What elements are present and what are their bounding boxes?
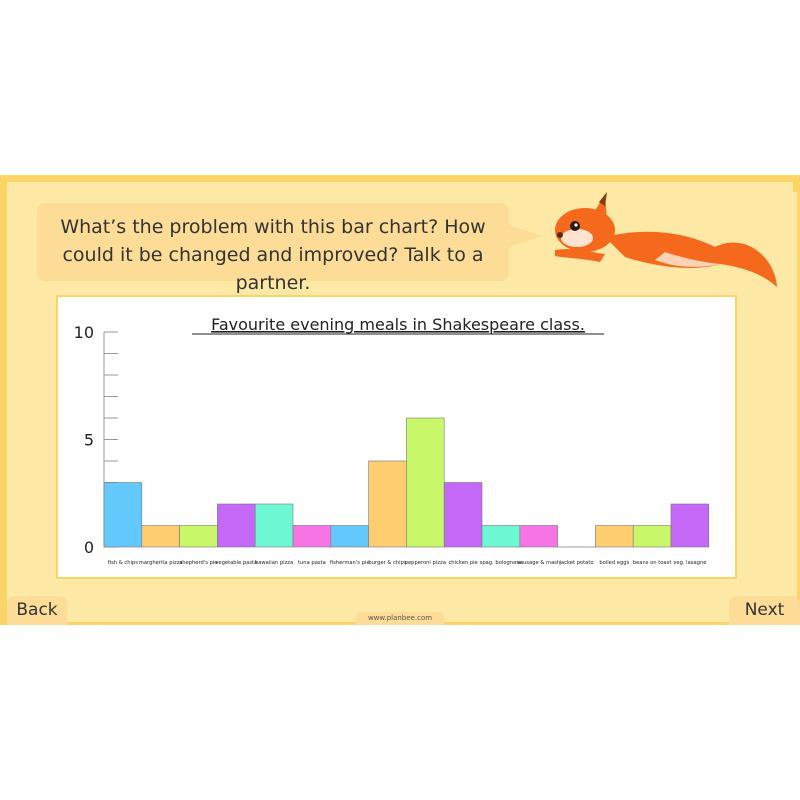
bar: [292, 525, 332, 548]
question-text: What’s the problem with this bar chart? …: [60, 216, 486, 294]
bar: [330, 525, 369, 548]
x-tick-label: chicken pie: [448, 560, 477, 566]
bar: [443, 482, 483, 548]
squirrel-mascot-icon: [555, 192, 777, 287]
x-tick-label: beans on toast: [633, 560, 672, 566]
y-tick-label: 5: [84, 431, 94, 450]
bar: [670, 503, 710, 548]
footer-url[interactable]: www.planbee.com: [356, 612, 444, 625]
bar: [254, 503, 294, 548]
x-tick-label: fish & chips: [108, 560, 138, 566]
bar-chart-panel: Favourite evening meals in Shakespeare c…: [56, 295, 737, 579]
x-tick-label: fisherman's pie: [330, 560, 370, 566]
x-tick-label: shepherd's pie: [180, 560, 218, 566]
speech-bubble-tail: [508, 225, 542, 247]
bar: [368, 460, 407, 548]
x-tick-label: jacket potato: [558, 560, 593, 566]
chart-title: Favourite evening meals in Shakespeare c…: [211, 315, 585, 334]
bar: [632, 525, 672, 548]
next-button-label: Next: [744, 600, 785, 620]
x-tick-label: margherita pizza: [139, 560, 183, 566]
bar: [217, 503, 256, 548]
bar: [519, 525, 558, 548]
x-tick-label: sausage & mash: [517, 560, 560, 566]
x-tick-label: hawaiian pizza: [255, 560, 293, 566]
bar-chart: Favourite evening meals in Shakespeare c…: [74, 315, 710, 566]
question-bubble: What’s the problem with this bar chart? …: [37, 203, 509, 294]
x-tick-label: tuna pasta: [298, 560, 326, 566]
bar: [141, 525, 180, 548]
back-button-label: Back: [16, 600, 58, 620]
bar: [179, 525, 218, 548]
next-button[interactable]: Next: [729, 596, 800, 625]
x-tick-label: vegetable pasta: [215, 560, 257, 566]
y-tick-label: 10: [74, 323, 94, 342]
bar: [406, 417, 445, 548]
bar: [595, 525, 634, 548]
footer-url-text: www.planbee.com: [367, 614, 433, 622]
x-tick-label: burger & chips: [368, 560, 406, 566]
bar: [481, 525, 521, 548]
bar: [103, 482, 143, 548]
y-tick-label: 0: [84, 538, 94, 557]
x-tick-label: pepperoni pizza: [405, 560, 446, 566]
x-tick-label: boiled eggs: [599, 560, 629, 566]
x-tick-label: veg. lasagne: [673, 560, 706, 566]
x-tick-label: spag. bolognese: [480, 560, 523, 566]
back-button[interactable]: Back: [7, 596, 67, 625]
